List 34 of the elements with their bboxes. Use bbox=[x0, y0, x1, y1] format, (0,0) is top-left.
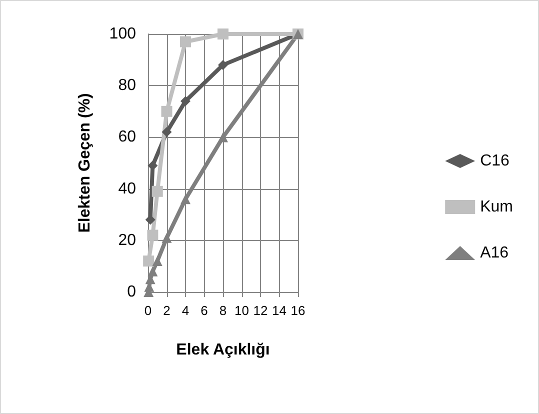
x-tick-label: 4 bbox=[182, 303, 190, 318]
y-tick-label: 100 bbox=[109, 26, 136, 42]
x-tick-label: 14 bbox=[272, 303, 286, 318]
x-tick-label: 0 bbox=[144, 303, 152, 318]
y-tick-label: 20 bbox=[118, 232, 136, 249]
point bbox=[180, 194, 190, 204]
y-tick-label: 0 bbox=[127, 284, 136, 300]
y-tick-label: 80 bbox=[118, 77, 136, 94]
point bbox=[143, 256, 154, 267]
x-tick-label: 6 bbox=[200, 303, 208, 318]
legend-label: C16 bbox=[480, 152, 510, 170]
point bbox=[161, 106, 172, 117]
y-axis-title: Elekten Geçen (%) bbox=[76, 93, 94, 233]
point bbox=[218, 132, 228, 142]
x-axis-title: Elek Açıklığı bbox=[176, 342, 270, 358]
point bbox=[180, 36, 191, 48]
point bbox=[162, 232, 172, 243]
point bbox=[148, 266, 158, 276]
y-tick-label: 60 bbox=[118, 128, 136, 146]
legend-label: Kum bbox=[480, 198, 514, 216]
point bbox=[152, 256, 162, 266]
legend-label: A16 bbox=[480, 244, 509, 262]
x-tick-label: 8 bbox=[219, 303, 227, 318]
point bbox=[180, 96, 190, 106]
point bbox=[218, 60, 228, 70]
y-tick-label: 40 bbox=[118, 180, 136, 198]
point bbox=[218, 28, 228, 40]
point bbox=[152, 186, 163, 197]
x-tick-label: 16 bbox=[290, 303, 306, 318]
point bbox=[147, 230, 158, 241]
x-tick-label: 10 bbox=[234, 303, 249, 318]
point bbox=[162, 127, 172, 138]
x-tick-label: 2 bbox=[163, 303, 170, 318]
x-tick-label: 12 bbox=[253, 303, 268, 318]
